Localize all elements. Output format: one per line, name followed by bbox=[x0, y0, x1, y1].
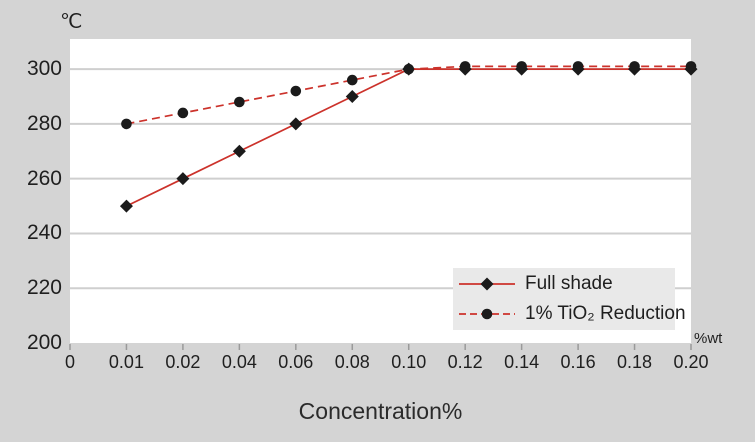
y-tick-label: 240 bbox=[26, 221, 62, 245]
diamond-marker bbox=[480, 277, 494, 291]
legend-label-full-shade: Full shade bbox=[525, 273, 613, 294]
x-tick-label: 0.01 bbox=[108, 352, 144, 372]
x-tick-label: 0.20 bbox=[673, 352, 709, 372]
circle-marker bbox=[346, 74, 358, 86]
circle-marker bbox=[516, 61, 527, 72]
y-tick-label: 200 bbox=[26, 331, 62, 354]
x-tick-label: 0.04 bbox=[221, 352, 257, 372]
x-tick-label: 0.10 bbox=[391, 352, 427, 372]
legend-label-tio2-reduction: 1% TiO₂ Reduction bbox=[525, 303, 686, 324]
y-axis-unit-label: ℃ bbox=[60, 11, 83, 33]
x-tick-label: 0.18 bbox=[617, 352, 653, 372]
circle-marker bbox=[685, 61, 697, 72]
circle-marker bbox=[459, 61, 471, 72]
y-tick-label: 280 bbox=[26, 111, 62, 135]
x-tick-label: 0.08 bbox=[334, 352, 370, 372]
x-tick-label: 0 bbox=[64, 352, 75, 372]
diamond-marker bbox=[119, 199, 133, 213]
solid-line-diamond-marker-icon bbox=[459, 277, 515, 291]
y-tick-label: 300 bbox=[26, 57, 62, 81]
y-tick-label: 260 bbox=[26, 166, 62, 190]
circle-marker bbox=[177, 107, 189, 119]
dashed-line-circle-marker-icon bbox=[459, 308, 515, 320]
circle-marker bbox=[121, 118, 132, 130]
x-tick-label: 0.02 bbox=[165, 352, 201, 372]
legend-item-full-shade: Full shade bbox=[458, 273, 675, 295]
x-tick-label: 0.16 bbox=[560, 352, 596, 372]
circle-marker bbox=[403, 63, 415, 75]
x-tick-label: 0.14 bbox=[504, 352, 540, 372]
circle-marker bbox=[481, 308, 493, 320]
x-tick-label: 0.12 bbox=[447, 352, 483, 372]
y-tick-label: 220 bbox=[26, 276, 62, 300]
diamond-marker bbox=[345, 90, 359, 104]
diamond-marker bbox=[289, 117, 303, 131]
circle-marker bbox=[629, 61, 640, 72]
circle-marker bbox=[572, 61, 584, 72]
x-axis-title: Concentration% bbox=[298, 398, 463, 424]
circle-marker bbox=[234, 96, 245, 108]
circle-marker bbox=[290, 85, 302, 97]
legend-item-tio2-reduction: 1% TiO₂ Reduction bbox=[458, 303, 686, 325]
x-tick-label: 0.06 bbox=[278, 352, 314, 372]
legend: Full shade 1% TiO₂ Reduction bbox=[453, 268, 686, 330]
series-line bbox=[126, 68, 691, 207]
x-axis-unit-label: %wt bbox=[694, 330, 723, 347]
diamond-marker bbox=[232, 144, 246, 158]
diamond-marker bbox=[176, 172, 190, 186]
